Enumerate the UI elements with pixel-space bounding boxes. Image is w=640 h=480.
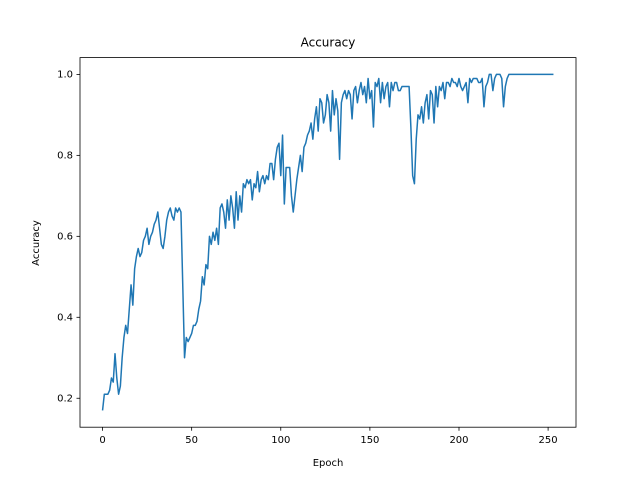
x-tick-label: 100	[271, 435, 290, 446]
y-tick-label: 0.4	[57, 312, 73, 323]
y-tick-label: 0.8	[57, 150, 73, 161]
x-tick-label: 250	[539, 435, 558, 446]
x-axis-label: Epoch	[313, 458, 344, 469]
y-tick-label: 0.2	[57, 393, 73, 404]
data-line	[101, 73, 554, 411]
x-tick-label: 50	[185, 435, 198, 446]
y-tick-label: 1.0	[57, 69, 73, 80]
x-tick-label: 150	[360, 435, 379, 446]
x-tick-label: 200	[449, 435, 468, 446]
y-axis-label: Accuracy	[31, 220, 42, 266]
x-tick-label: 0	[99, 435, 105, 446]
axes-frame	[79, 57, 577, 428]
chart-title: Accuracy	[301, 36, 356, 50]
y-tick-label: 0.6	[57, 231, 73, 242]
